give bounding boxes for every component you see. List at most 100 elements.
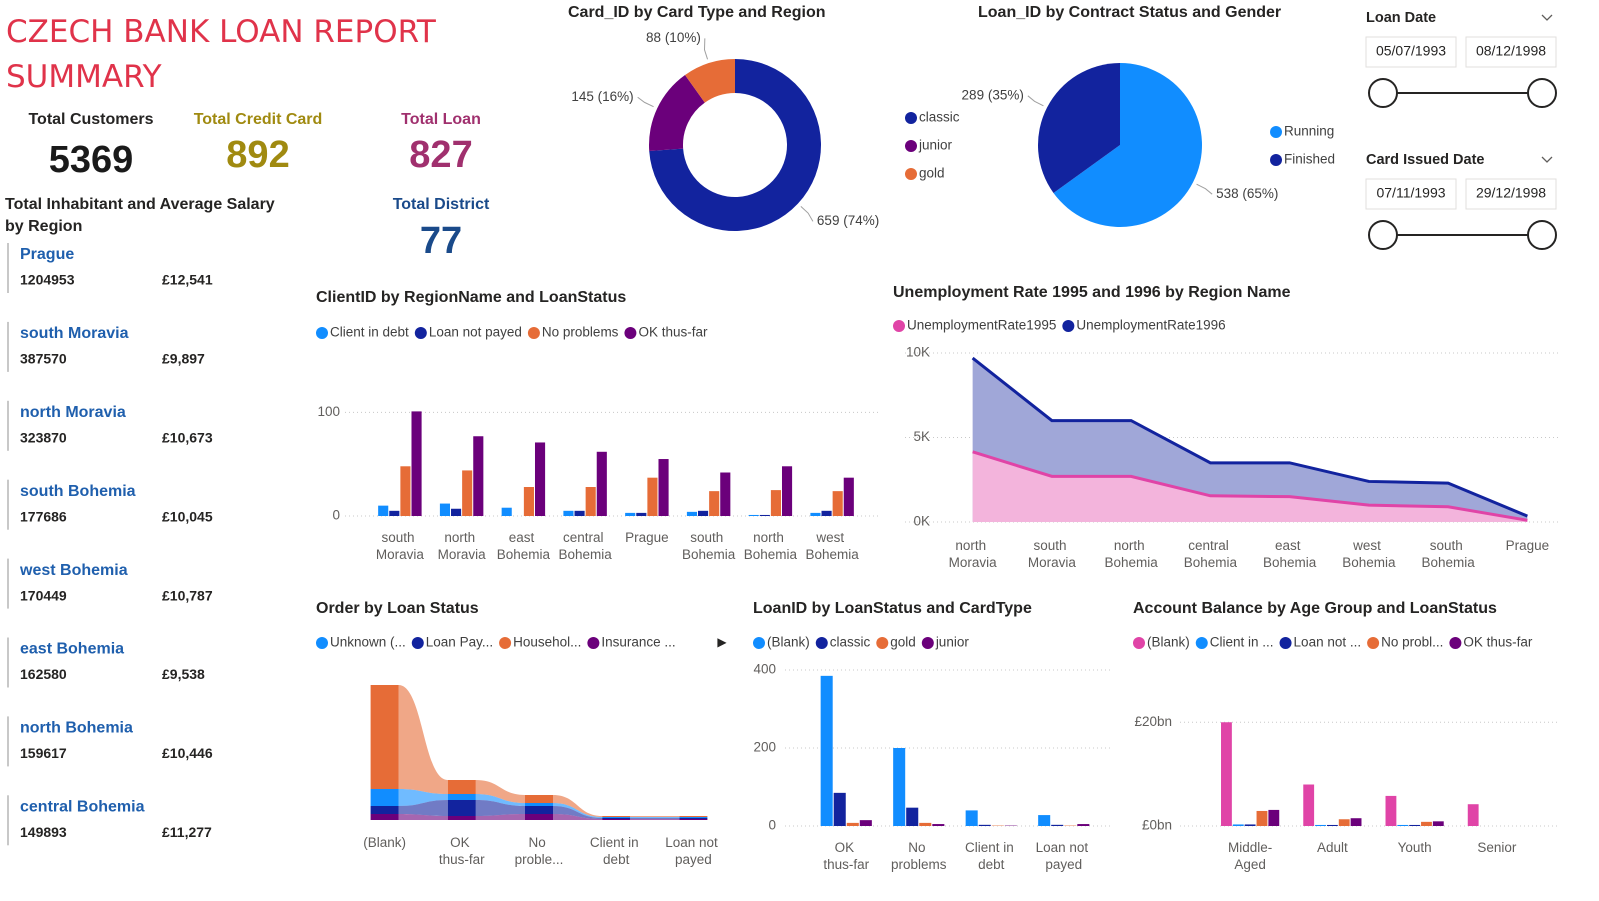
legend-label: Househol... (513, 635, 581, 650)
legend-label: junior (918, 138, 953, 153)
legend-label: UnemploymentRate1996 (1076, 318, 1225, 333)
slicer-title: Card Issued Date (1366, 152, 1484, 168)
bar (1432, 821, 1444, 826)
bar (1051, 824, 1064, 826)
bar (820, 675, 833, 826)
y-tick-label: 0 (332, 508, 340, 523)
inhabitants: 1204953 (20, 272, 75, 288)
line (972, 450, 1528, 522)
legend-marker (905, 168, 917, 180)
ribbon-column (370, 789, 399, 806)
data-label: 289 (35%) (962, 87, 1024, 102)
bar (1385, 795, 1397, 826)
bar (1221, 722, 1232, 826)
inhabitants: 170449 (20, 587, 67, 603)
inhabitants: 177686 (20, 508, 67, 524)
bar (686, 511, 698, 516)
date-value: 05/07/1993 (1376, 43, 1446, 59)
legend-marker (587, 637, 600, 649)
bar (906, 807, 919, 826)
average-salary: £9,538 (162, 666, 205, 682)
ribbon-column (602, 816, 631, 817)
bar (534, 442, 546, 516)
chart-title: Unemployment Rate 1995 and 1996 by Regio… (893, 284, 1291, 301)
legend-label: gold (919, 166, 945, 181)
x-tick-label: Prague (1506, 538, 1550, 553)
line (971, 356, 1528, 518)
ribbon (398, 800, 448, 816)
inhabitants: 387570 (20, 351, 67, 367)
x-tick-label: west Bohemia (805, 530, 859, 562)
bar (919, 822, 932, 826)
bar (1268, 809, 1280, 826)
legend-marker (414, 327, 427, 339)
average-salary: £9,897 (162, 351, 205, 367)
y-tick-label: 5K (913, 429, 930, 444)
bar (720, 472, 731, 516)
date-box (1465, 178, 1557, 210)
legend-marker (893, 320, 905, 332)
slider-handle[interactable] (1368, 78, 1398, 108)
legend-label: UnemploymentRate1995 (907, 318, 1056, 333)
slider-handle[interactable] (1527, 78, 1557, 108)
y-tick-label: 200 (753, 740, 776, 755)
slicer-title: Loan Date (1366, 10, 1436, 26)
date-box (1465, 36, 1557, 68)
slider-handle[interactable] (1368, 220, 1398, 250)
legend-scroll-arrow[interactable]: ▶ (717, 635, 727, 649)
average-salary: £12,541 (162, 272, 213, 288)
leader-line (703, 38, 709, 60)
slicers: Loan Date 05/07/1993 08/12/1998 Card Issued… (1365, 10, 1557, 250)
slider-handle[interactable] (1527, 220, 1557, 250)
legend-label: No probl... (1381, 635, 1443, 650)
bar (833, 792, 846, 826)
x-tick-label: OK thus-far (439, 835, 485, 867)
inhabitants: 159617 (20, 745, 67, 761)
legend-label: Finished (1284, 152, 1335, 167)
ribbon (398, 814, 448, 820)
x-tick-label: Loan not payed (665, 835, 721, 867)
legend-marker (905, 140, 917, 152)
slicer-chevron (1541, 156, 1553, 163)
legend-marker (905, 112, 917, 124)
slicer-chevron (1541, 14, 1553, 21)
ribbon (398, 789, 448, 806)
bar (821, 510, 832, 516)
x-tick-label: Middle-Aged (1228, 840, 1272, 872)
ribbon (475, 814, 525, 820)
bar (781, 466, 793, 516)
slice (1053, 63, 1202, 228)
bar (810, 512, 821, 516)
bar (574, 510, 585, 516)
bar (647, 477, 658, 516)
bar (709, 491, 720, 516)
x-tick-label: central Bohemia (1184, 538, 1238, 570)
legend-marker (1133, 637, 1145, 649)
bar (378, 505, 389, 516)
x-tick-label: north Bohemia (744, 530, 798, 562)
bar (846, 822, 859, 826)
bar (965, 810, 978, 826)
bar (1303, 784, 1315, 826)
legend-marker (1270, 126, 1282, 138)
legend-label: Running (1284, 124, 1334, 139)
kpi-label: Total Loan (401, 111, 481, 128)
ribbon (630, 817, 680, 818)
region-name: west Bohemia (19, 562, 128, 579)
y-tick-label: 100 (317, 404, 340, 419)
area-underlay (972, 451, 1528, 522)
ribbon (553, 806, 603, 819)
slice (649, 59, 822, 231)
slice (685, 59, 735, 103)
region-table: Prague 1204953 £12,541 south Moravia 387570 £… (7, 243, 213, 846)
inhabitants: 162580 (20, 666, 67, 682)
region-name: north Bohemia (20, 720, 133, 737)
data-label: 538 (65%) (1216, 186, 1278, 201)
bar (1244, 824, 1256, 826)
legend-marker (876, 637, 889, 649)
legend-label: OK thus-far (638, 325, 708, 340)
kpi-value: 892 (226, 134, 289, 176)
average-salary: £10,673 (162, 430, 213, 446)
legend-label: classic (830, 635, 871, 650)
legend-marker (624, 327, 637, 339)
